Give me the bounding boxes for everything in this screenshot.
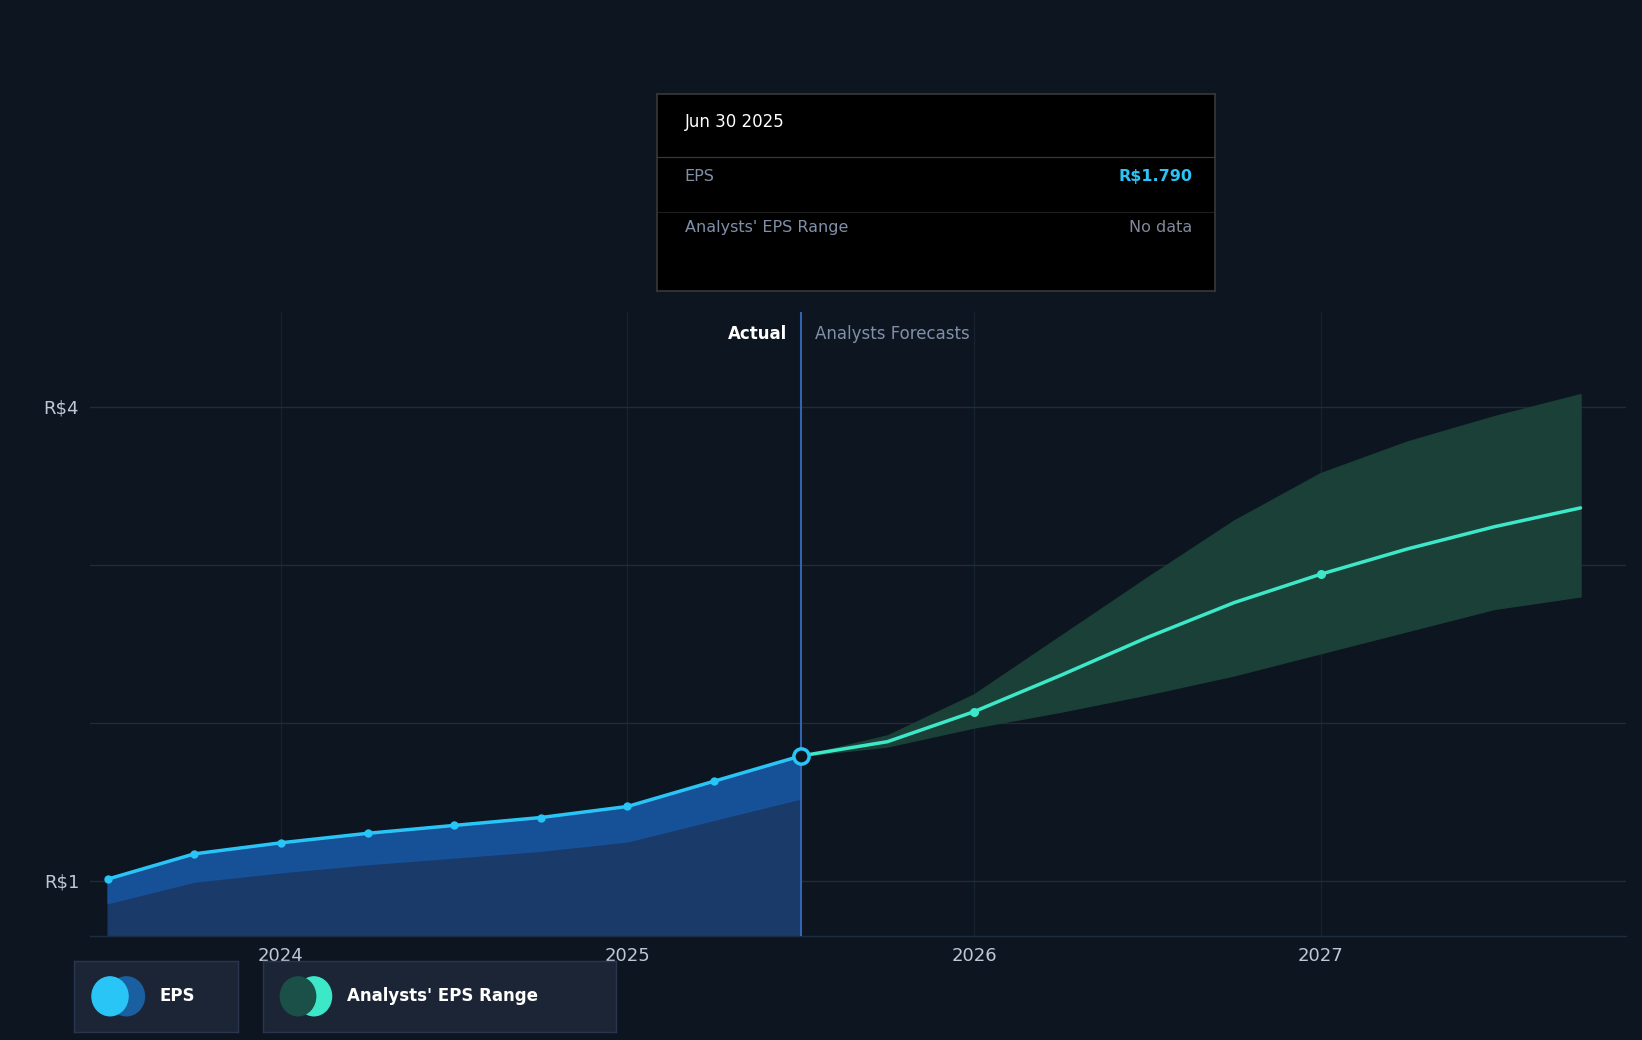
Point (181, 846, 207, 862)
Point (355, 825, 381, 841)
Text: Analysts Forecasts: Analysts Forecasts (814, 324, 969, 342)
Text: Analysts' EPS Range: Analysts' EPS Range (348, 987, 539, 1006)
Ellipse shape (92, 977, 128, 1016)
Text: EPS: EPS (685, 168, 714, 184)
Text: R$1.790: R$1.790 (1118, 168, 1192, 184)
Text: Jun 30 2025: Jun 30 2025 (685, 113, 785, 131)
Point (268, 834, 294, 851)
Ellipse shape (296, 977, 332, 1016)
Point (1307, 566, 1333, 582)
Text: No data: No data (1130, 220, 1192, 235)
Point (614, 798, 640, 814)
Point (961, 703, 987, 720)
Text: EPS: EPS (159, 987, 195, 1006)
Text: Actual: Actual (727, 324, 787, 342)
Point (527, 809, 553, 826)
Point (701, 773, 727, 789)
Point (95, 870, 122, 887)
Ellipse shape (281, 977, 315, 1016)
Point (788, 748, 814, 764)
Point (442, 817, 468, 834)
Ellipse shape (108, 977, 144, 1016)
Text: Analysts' EPS Range: Analysts' EPS Range (685, 220, 847, 235)
